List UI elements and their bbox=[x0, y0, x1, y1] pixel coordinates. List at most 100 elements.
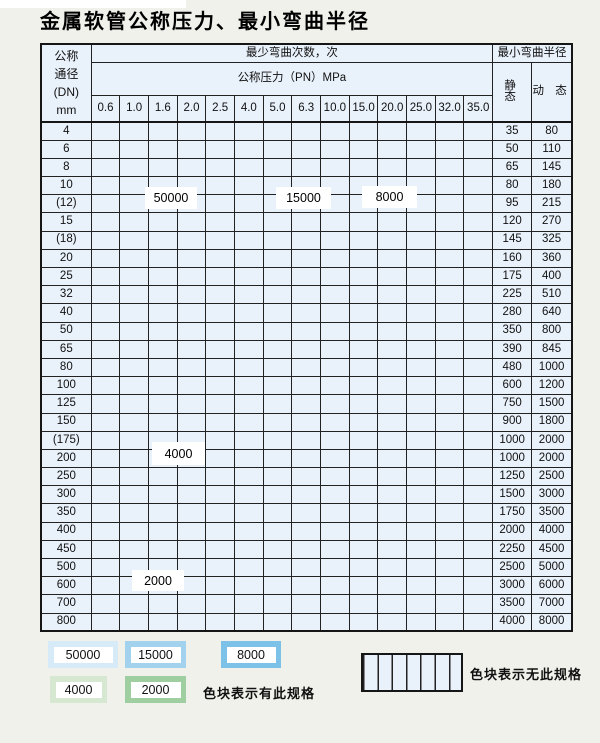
spec-cell bbox=[234, 230, 264, 250]
no-spec-cell bbox=[320, 394, 350, 414]
static-radius-value: 2000 bbox=[492, 521, 533, 541]
no-spec-cell bbox=[291, 485, 322, 505]
no-spec-cell bbox=[205, 612, 236, 632]
spec-cell bbox=[119, 521, 149, 541]
dynamic-radius-value: 2000 bbox=[531, 448, 573, 469]
no-spec-cell bbox=[320, 485, 350, 505]
spec-cell bbox=[148, 539, 178, 560]
spec-cell bbox=[320, 157, 350, 178]
spec-cell bbox=[262, 266, 293, 287]
dynamic-radius-value: 845 bbox=[531, 339, 573, 359]
row-dn-label: 50 bbox=[40, 321, 92, 341]
no-spec-cell bbox=[320, 467, 350, 487]
spec-cell bbox=[90, 521, 121, 541]
no-spec-cell bbox=[406, 248, 436, 269]
dynamic-radius-value: 145 bbox=[531, 157, 573, 178]
header-dn-line: 通径 bbox=[54, 67, 79, 81]
spec-cell bbox=[291, 212, 322, 232]
spec-cell bbox=[320, 212, 350, 232]
spec-cell bbox=[291, 339, 322, 359]
static-radius-value: 35 bbox=[492, 120, 533, 141]
no-spec-cell bbox=[463, 394, 494, 414]
pressure-col-header: 32.0 bbox=[434, 95, 465, 123]
no-spec-cell bbox=[348, 321, 379, 341]
spec-cell bbox=[148, 303, 178, 323]
spec-cell bbox=[148, 230, 178, 250]
no-spec-cell bbox=[262, 485, 293, 505]
static-radius-value: 350 bbox=[492, 321, 533, 341]
no-spec-cell bbox=[463, 212, 494, 232]
legend-swatch-15000: 15000 bbox=[125, 641, 186, 668]
header-radius: 最小弯曲半径 bbox=[492, 43, 573, 63]
spec-cell bbox=[234, 412, 264, 432]
spec-cell bbox=[348, 139, 379, 159]
no-spec-cell bbox=[463, 557, 494, 578]
no-spec-cell bbox=[377, 339, 408, 359]
table-row: 500 2500 5000 bbox=[40, 557, 573, 578]
pressure-col-header: 0.6 bbox=[90, 95, 121, 123]
dynamic-radius-value: 270 bbox=[531, 212, 573, 232]
spec-cell bbox=[320, 303, 350, 323]
no-spec-cell bbox=[434, 212, 465, 232]
spec-cell bbox=[119, 612, 149, 632]
spec-cell bbox=[90, 430, 121, 450]
dynamic-radius-value: 1200 bbox=[531, 376, 573, 396]
static-radius-value: 175 bbox=[492, 266, 533, 287]
spec-cell bbox=[176, 339, 207, 359]
spec-cell bbox=[90, 503, 121, 523]
spec-cell bbox=[90, 412, 121, 432]
no-spec-cell bbox=[406, 503, 436, 523]
row-dn-label: 20 bbox=[40, 248, 92, 269]
spec-cell bbox=[234, 212, 264, 232]
spec-cell bbox=[377, 157, 408, 178]
overlay-label-8000: 8000 bbox=[362, 186, 417, 208]
pressure-values-row: 0.6 1.0 1.6 2.0 2.5 4.0 5.0 6.3 10.0 15.0 20.0 25.0… bbox=[41, 95, 572, 123]
dynamic-radius-value: 110 bbox=[531, 139, 573, 159]
spec-cell bbox=[205, 394, 236, 414]
spec-cell bbox=[262, 321, 293, 341]
no-spec-cell bbox=[262, 412, 293, 432]
no-spec-cell bbox=[348, 485, 379, 505]
no-spec-cell bbox=[262, 557, 293, 578]
spec-cell bbox=[205, 230, 236, 250]
legend-swatch-label: 8000 bbox=[226, 646, 276, 663]
row-dn-label: 65 bbox=[40, 339, 92, 359]
spec-cell bbox=[176, 321, 207, 341]
no-spec-cell bbox=[463, 376, 494, 396]
spec-cell bbox=[148, 120, 178, 141]
spec-cell bbox=[377, 139, 408, 159]
no-spec-cell bbox=[406, 321, 436, 341]
spec-cell bbox=[262, 157, 293, 178]
spec-cell bbox=[90, 266, 121, 287]
spec-cell bbox=[234, 339, 264, 359]
spec-cell bbox=[262, 285, 293, 305]
table-row: 200 1000 2000 bbox=[40, 448, 573, 469]
spec-cell bbox=[148, 467, 178, 487]
spec-cell bbox=[348, 230, 379, 250]
row-dn-label: 400 bbox=[40, 521, 92, 541]
spec-cell bbox=[119, 539, 149, 560]
no-spec-cell bbox=[291, 503, 322, 523]
no-spec-cell bbox=[463, 266, 494, 287]
spec-cell bbox=[205, 212, 236, 232]
no-spec-cell bbox=[320, 539, 350, 560]
spec-cell bbox=[90, 120, 121, 141]
spec-cell bbox=[119, 448, 149, 469]
spec-cell bbox=[119, 139, 149, 159]
no-spec-cell bbox=[320, 339, 350, 359]
spec-cell bbox=[205, 521, 236, 541]
dynamic-radius-value: 640 bbox=[531, 303, 573, 323]
no-spec-cell bbox=[434, 503, 465, 523]
table-row: (175) 1000 2000 bbox=[40, 430, 573, 450]
no-spec-cell bbox=[463, 194, 494, 214]
no-spec-cell bbox=[320, 521, 350, 541]
pressure-col-header: 1.6 bbox=[148, 95, 178, 123]
spec-cell bbox=[148, 485, 178, 505]
spec-cell bbox=[148, 521, 178, 541]
spec-cell bbox=[262, 212, 293, 232]
no-spec-cell bbox=[434, 285, 465, 305]
no-spec-cell bbox=[234, 594, 264, 614]
no-spec-cell bbox=[463, 303, 494, 323]
no-spec-cell bbox=[406, 448, 436, 469]
no-spec-cell bbox=[262, 376, 293, 396]
